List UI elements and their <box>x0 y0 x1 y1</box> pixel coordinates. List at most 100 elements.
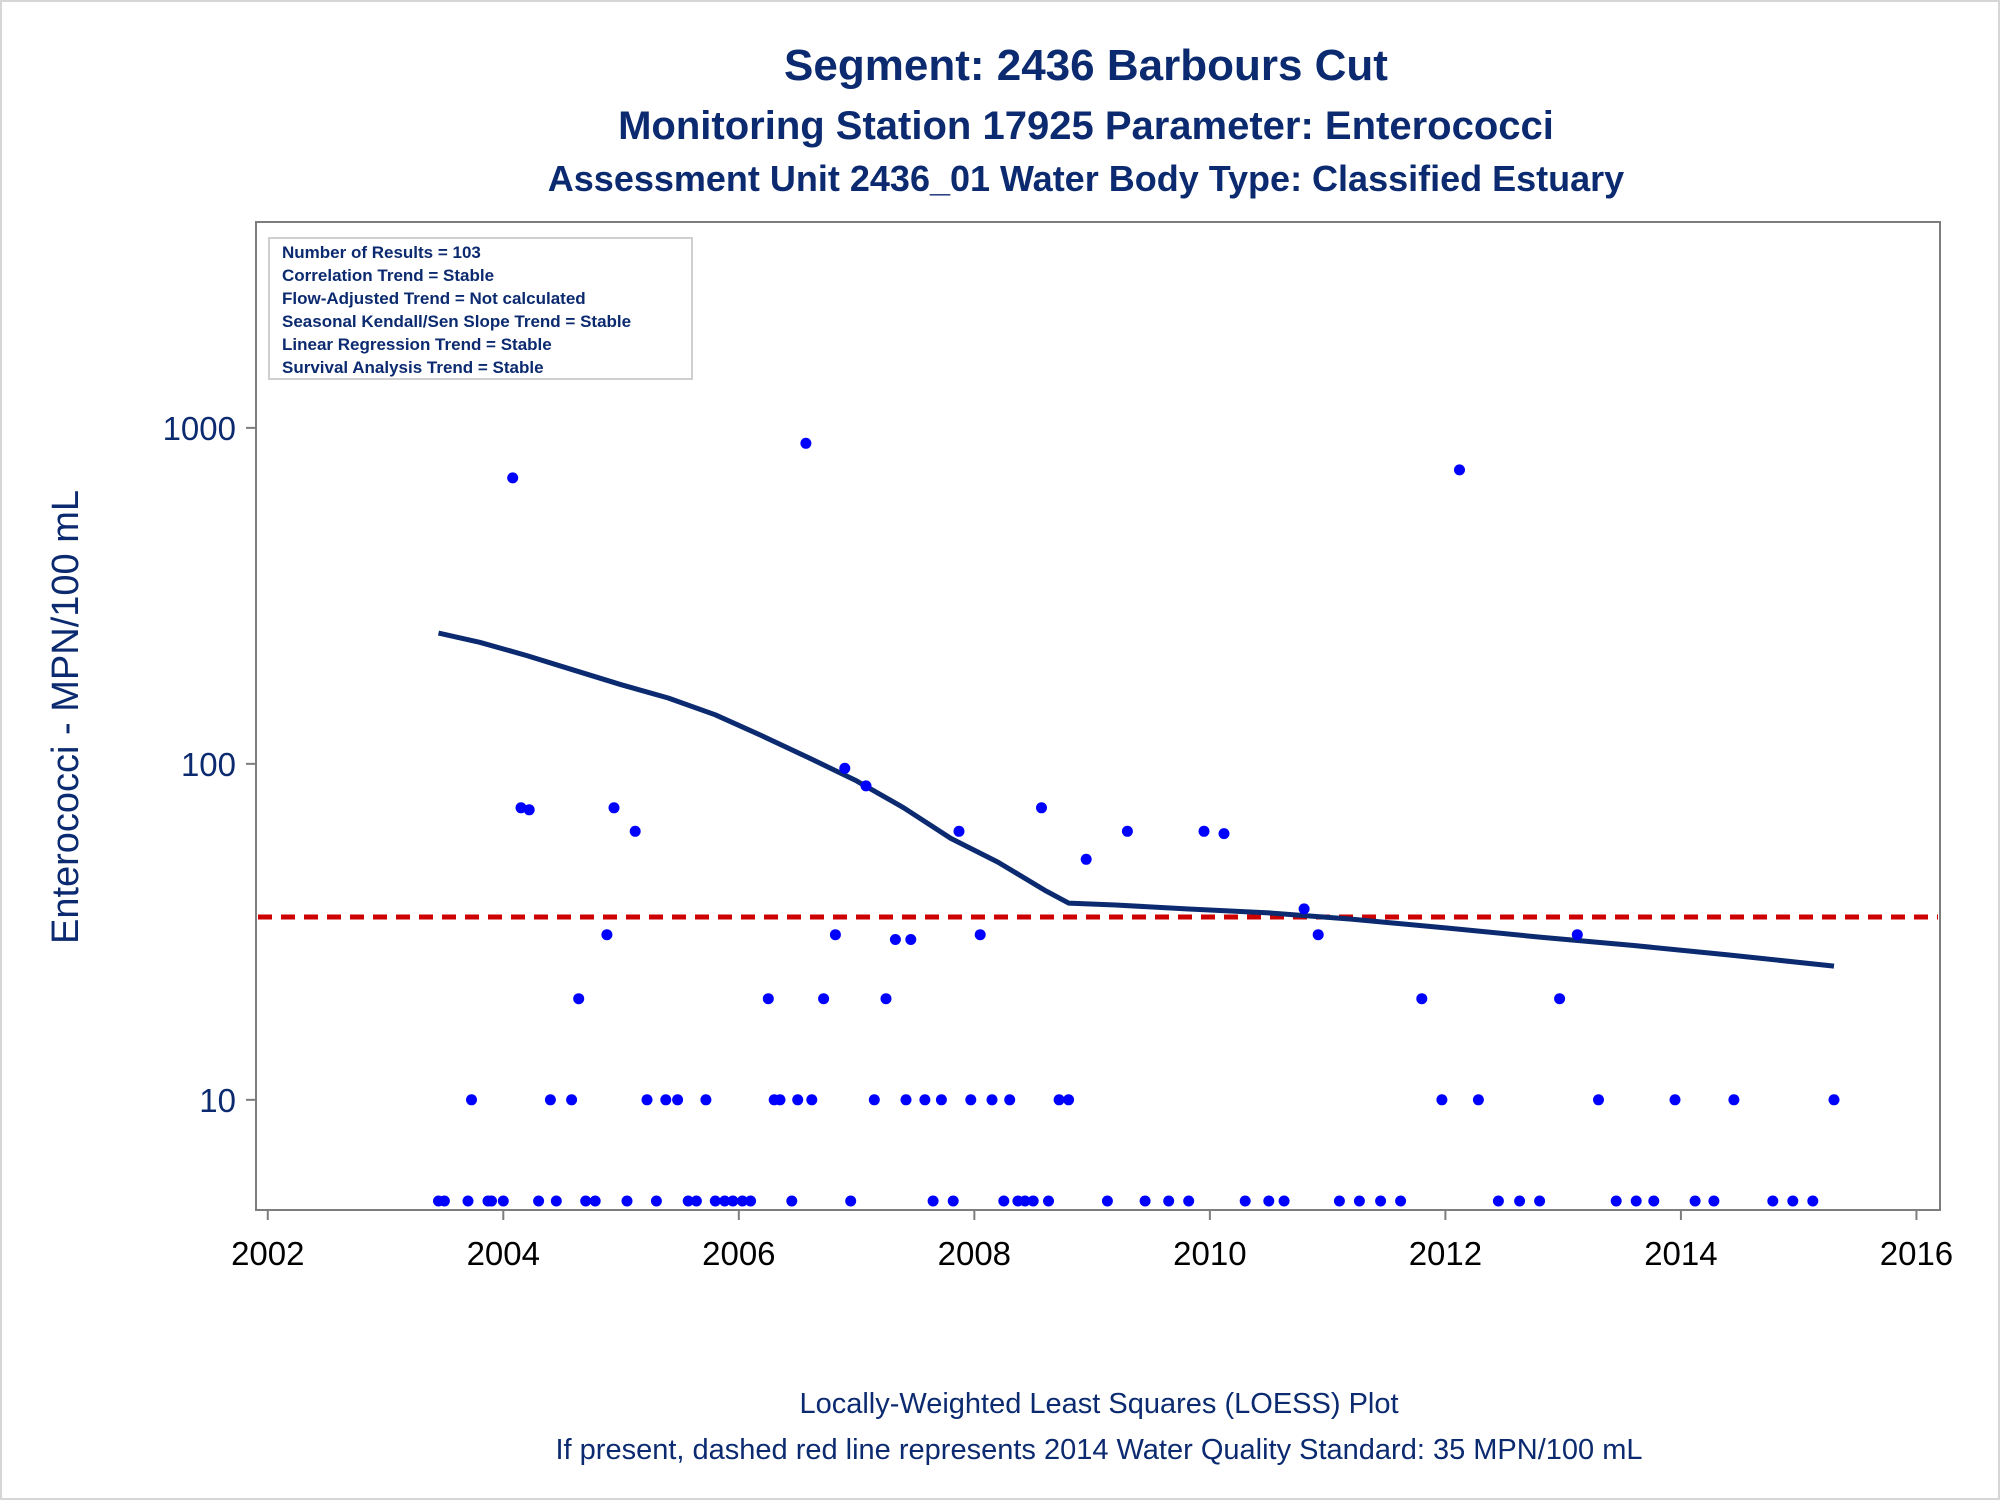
data-point <box>1807 1195 1819 1207</box>
data-point <box>1554 993 1566 1005</box>
data-point <box>1101 1195 1113 1207</box>
data-point <box>829 929 841 941</box>
data-point <box>629 825 641 837</box>
data-point <box>845 1195 857 1207</box>
data-point <box>1630 1195 1642 1207</box>
data-point <box>438 1195 450 1207</box>
footnote-standard: If present, dashed red line represents 2… <box>555 1434 1642 1466</box>
plot-area <box>255 221 1941 1211</box>
chart-title: Segment: 2436 Barbours Cut <box>784 41 1388 90</box>
data-point <box>672 1094 684 1106</box>
data-point <box>905 934 917 945</box>
x-tick-label: 2004 <box>467 1235 540 1272</box>
data-point <box>580 1195 592 1207</box>
data-point <box>660 1094 672 1106</box>
y-tick-label: 100 <box>181 746 236 783</box>
info-correlation-trend: Correlation Trend = Stable <box>282 266 494 285</box>
y-tick-label: 10 <box>199 1082 236 1119</box>
chart-subtitle-assessment: Assessment Unit 2436_01 Water Body Type:… <box>548 158 1624 199</box>
data-point <box>1263 1195 1275 1207</box>
data-point <box>1163 1195 1175 1207</box>
data-point <box>1787 1195 1799 1207</box>
data-point <box>1534 1195 1546 1207</box>
data-point <box>1312 929 1324 941</box>
data-point <box>745 1195 757 1207</box>
y-tick-label: 1000 <box>163 410 236 447</box>
x-axis: 2002 2004 2006 2008 2010 2012 2014 2016 <box>231 1210 1953 1272</box>
x-tick-label: 2008 <box>938 1235 1011 1272</box>
data-point <box>1436 1094 1448 1106</box>
data-point <box>601 929 613 941</box>
data-point <box>953 825 965 837</box>
x-tick-label: 2016 <box>1880 1235 1953 1272</box>
info-number-of-results: Number of Results = 103 <box>282 243 481 262</box>
data-point <box>965 1094 977 1106</box>
data-point <box>1708 1195 1720 1207</box>
data-point <box>727 1195 739 1207</box>
data-point <box>792 1094 804 1106</box>
data-point <box>1053 1094 1065 1106</box>
data-point <box>1298 903 1310 915</box>
info-seasonal-kendall-trend: Seasonal Kendall/Sen Slope Trend = Stabl… <box>282 312 631 331</box>
data-point <box>806 1094 818 1106</box>
trend-info-box-border <box>268 237 693 380</box>
data-point <box>533 1195 545 1207</box>
data-point <box>608 802 620 814</box>
data-point <box>641 1094 653 1106</box>
data-point <box>935 1094 947 1106</box>
data-point <box>774 1094 786 1106</box>
data-point <box>1375 1195 1387 1207</box>
x-tick-label: 2002 <box>231 1235 304 1272</box>
data-point <box>1027 1195 1039 1207</box>
data-point <box>690 1195 702 1207</box>
data-point <box>1593 1094 1604 1106</box>
data-point <box>1492 1195 1504 1207</box>
y-axis: 10 100 1000 <box>163 410 256 1119</box>
data-point <box>1036 802 1047 814</box>
data-point <box>762 993 774 1005</box>
data-point <box>1395 1195 1407 1207</box>
data-point <box>682 1195 694 1207</box>
data-point <box>709 1195 721 1207</box>
data-point <box>1063 1094 1075 1106</box>
data-point <box>927 1195 939 1207</box>
data-point <box>880 993 892 1005</box>
data-point <box>1239 1195 1251 1207</box>
data-point <box>974 929 986 941</box>
data-point <box>1454 464 1465 476</box>
data-point <box>1019 1195 1031 1207</box>
data-point <box>1571 929 1583 941</box>
data-point <box>818 993 830 1005</box>
data-point <box>466 1094 477 1106</box>
data-point <box>1689 1195 1701 1207</box>
data-point <box>1043 1195 1054 1207</box>
data-points <box>433 437 1840 1207</box>
data-point <box>1669 1094 1681 1106</box>
info-linear-regression-trend: Linear Regression Trend = Stable <box>282 335 552 354</box>
data-point <box>550 1195 562 1207</box>
data-point <box>507 472 519 484</box>
data-point <box>1514 1195 1526 1207</box>
data-point <box>566 1094 578 1106</box>
data-point <box>900 1094 912 1106</box>
x-tick-label: 2014 <box>1644 1235 1717 1272</box>
data-point <box>573 993 585 1005</box>
chart-subtitle-station: Monitoring Station 17925 Parameter: Ente… <box>618 104 1554 148</box>
info-survival-analysis-trend: Survival Analysis Trend = Stable <box>282 358 544 377</box>
data-point <box>1333 1195 1345 1207</box>
x-tick-label: 2006 <box>702 1235 775 1272</box>
data-point <box>736 1195 748 1207</box>
data-point <box>889 934 901 945</box>
data-point <box>1767 1195 1779 1207</box>
data-point <box>1183 1195 1195 1207</box>
data-point <box>800 437 812 449</box>
data-point <box>1828 1094 1840 1106</box>
data-point <box>650 1195 662 1207</box>
data-point <box>621 1195 633 1207</box>
data-point <box>1121 825 1133 837</box>
data-point <box>839 762 851 774</box>
data-point <box>786 1195 798 1207</box>
info-flow-adjusted-trend: Flow-Adjusted Trend = Not calculated <box>282 289 586 308</box>
